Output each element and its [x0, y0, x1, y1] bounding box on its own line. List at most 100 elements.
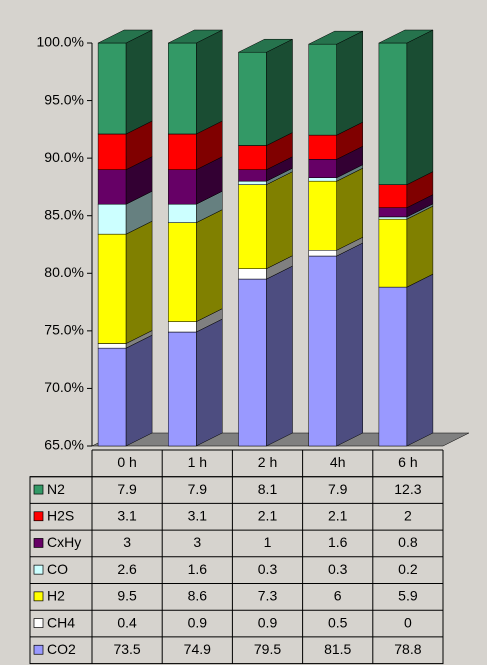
bar-front [97, 203, 127, 235]
table-value: 2 [404, 507, 412, 523]
bar-top [97, 29, 153, 44]
x-tick-label: 2 h [258, 454, 277, 470]
bar-side [406, 205, 434, 288]
legend-label: CO [47, 561, 68, 577]
bar-top [378, 29, 434, 44]
legend-key [33, 644, 44, 655]
bar-segment [168, 209, 223, 323]
table-value: 78.8 [394, 641, 421, 657]
table-value: 8.6 [188, 588, 208, 604]
y-tick-label: 75.0% [44, 322, 84, 338]
bar-front [238, 268, 267, 280]
bar-front [97, 343, 127, 349]
legend-key [33, 484, 44, 495]
bar-segment [378, 29, 434, 186]
bar-front [308, 180, 337, 251]
legend-label: CH4 [47, 614, 75, 630]
table-value: 1 [264, 534, 272, 550]
table-value: 6 [334, 588, 342, 604]
table-value: 0.8 [398, 534, 418, 550]
bar-side [196, 318, 223, 447]
legend-label: CO2 [47, 641, 76, 657]
table-value: 0.4 [117, 614, 137, 630]
bar-front [308, 159, 337, 178]
table-value: 7.9 [188, 481, 208, 497]
bar-front [168, 203, 197, 223]
bar-front [238, 169, 267, 182]
table-value: 7.3 [258, 588, 278, 604]
bar-segment [97, 29, 153, 135]
table-value: 1.6 [328, 534, 348, 550]
bar-front [308, 250, 337, 257]
table-value: 12.3 [394, 481, 421, 497]
bar-front [238, 180, 267, 185]
bar-side [125, 334, 153, 447]
x-tick-label: 1 h [188, 454, 207, 470]
bar-top [308, 30, 363, 45]
bar-segment [168, 29, 223, 135]
legend-label: N2 [47, 481, 65, 497]
bar-segment [238, 171, 293, 270]
table-value: 0.3 [258, 561, 278, 577]
table-value: 81.5 [324, 641, 351, 657]
table-value: 2.1 [258, 507, 278, 523]
bar-front [168, 133, 197, 170]
table-value: 1.6 [188, 561, 208, 577]
bar-side [196, 29, 223, 135]
legend-key [33, 591, 44, 602]
table-value: 0.5 [328, 614, 348, 630]
bar-side [336, 242, 363, 447]
table-value: 8.1 [258, 481, 278, 497]
bar-side [336, 30, 363, 136]
bar-side [266, 265, 293, 447]
table-value: 3.1 [117, 507, 137, 523]
bar-front [238, 184, 267, 269]
bar-side [336, 167, 363, 251]
table-value: 2.1 [328, 507, 348, 523]
bar-front [378, 218, 408, 288]
bar-front [378, 286, 408, 447]
bar-top [238, 38, 293, 53]
bar-front [168, 42, 197, 135]
legend-label: CxHy [47, 534, 81, 550]
y-tick-label: 90.0% [44, 149, 84, 165]
bar-top [168, 29, 223, 44]
bar-front [378, 207, 408, 218]
table-value: 7.9 [328, 481, 348, 497]
table-value: 74.9 [184, 641, 211, 657]
bar-side [406, 29, 434, 186]
legend-key [33, 538, 44, 548]
x-tick-label: 0 h [117, 454, 136, 470]
table-value: 7.9 [117, 481, 137, 497]
bar-front [97, 42, 127, 135]
bar-side [125, 29, 153, 135]
table-value: 0.2 [398, 561, 418, 577]
bar-side [125, 220, 153, 344]
bar-front [97, 169, 127, 205]
bar-side [266, 171, 293, 270]
table-value: 9.5 [117, 588, 137, 604]
bar-segment [97, 220, 153, 344]
bar-front [308, 43, 337, 136]
bar-front [97, 347, 127, 447]
legend-key [33, 511, 44, 522]
y-tick-label: 65.0% [44, 437, 84, 453]
bar-front [378, 216, 408, 220]
legend-label: H2 [47, 588, 65, 604]
bar-segment [168, 318, 223, 447]
y-tick-label: 100.0% [37, 34, 84, 50]
bar-segment [378, 273, 434, 447]
bar-front [97, 233, 127, 344]
x-tick-label: 4h [330, 454, 346, 470]
bar-front [308, 134, 337, 160]
table-value: 0.9 [258, 614, 278, 630]
bar-segment [308, 30, 363, 136]
y-tick-label: 70.0% [44, 379, 84, 395]
table-value: 3 [193, 534, 201, 550]
legend-key [33, 564, 44, 575]
bar-front [168, 321, 197, 333]
table-value: 0 [404, 614, 412, 630]
bar-front [238, 51, 267, 146]
table-value: 5.9 [398, 588, 418, 604]
